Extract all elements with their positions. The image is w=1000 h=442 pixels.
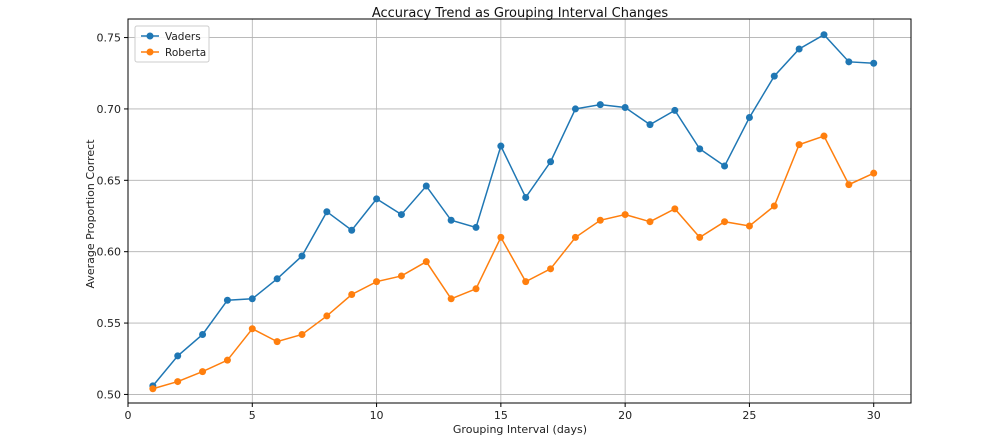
data-point-roberta [820,132,828,140]
y-tick-label: 0.55 [97,317,122,330]
data-point-roberta [721,218,729,226]
chart-title: Accuracy Trend as Grouping Interval Chan… [372,6,669,21]
y-tick-label: 0.50 [97,388,122,401]
y-tick-label: 0.75 [97,32,122,45]
x-tick-label: 10 [370,409,384,422]
data-point-vaders [696,145,704,153]
data-point-vaders [745,113,753,121]
x-tick-label: 30 [867,409,881,422]
y-tick-label: 0.60 [97,246,122,259]
data-point-roberta [273,338,281,346]
data-point-roberta [646,218,654,226]
series-line-roberta [152,135,875,390]
legend-box [134,25,210,63]
data-point-roberta [845,181,853,189]
data-point-vaders [671,106,679,114]
series-roberta [149,132,878,393]
data-point-roberta [596,216,604,224]
series-line-vaders [152,33,874,387]
data-point-roberta [373,278,381,286]
legend-marker-vaders [146,32,154,40]
data-point-vaders [596,101,604,109]
data-point-roberta [621,211,629,219]
y-tick-label: 0.70 [97,103,122,116]
data-point-roberta [348,291,356,299]
data-point-roberta [770,202,778,210]
axes: 0 5 10 15 20 25 30 0.50 0.55 0.60 0.65 0.70 0.75 [97,32,881,422]
data-point-roberta [745,222,753,230]
data-point-vaders [795,45,803,53]
data-point-vaders [621,104,629,112]
x-axis-label: Grouping Interval (days) [453,423,587,436]
y-tick-label: 0.65 [97,174,122,187]
data-point-vaders [248,295,256,303]
data-point-roberta [397,272,405,280]
legend-label-roberta: Roberta [165,47,206,59]
data-point-vaders [870,59,878,67]
x-tick-label: 0 [125,409,132,422]
data-point-vaders [397,211,405,219]
data-point-vaders [845,58,853,66]
data-point-roberta [472,285,480,293]
data-point-roberta [174,378,182,386]
data-point-roberta [248,325,256,333]
data-point-roberta [298,330,306,338]
data-point-roberta [571,233,579,241]
data-point-vaders [323,208,331,216]
x-tick-label: 25 [742,409,756,422]
data-point-roberta [870,169,878,177]
data-point-vaders [422,182,430,190]
data-point-vaders [373,195,381,203]
data-point-roberta [149,385,157,393]
data-point-vaders [721,162,729,170]
data-point-roberta [522,278,530,286]
series-vaders [149,31,878,390]
data-point-roberta [223,356,231,364]
data-point-vaders [497,142,505,150]
data-point-vaders [522,193,530,201]
data-point-roberta [671,205,679,213]
data-point-roberta [547,265,555,273]
data-point-vaders [770,72,778,80]
data-point-vaders [174,352,182,360]
grid [127,19,911,403]
data-point-vaders [472,223,480,231]
data-point-vaders [820,31,828,39]
plot-frame [127,18,912,404]
data-point-vaders [447,216,455,224]
x-tick-label: 20 [618,409,632,422]
legend-marker-roberta [146,48,154,56]
data-point-roberta [696,233,704,241]
data-point-vaders [571,105,579,113]
data-point-vaders [223,296,231,304]
data-point-roberta [447,295,455,303]
x-tick-label: 15 [494,409,508,422]
x-tick-label: 5 [249,409,256,422]
data-point-roberta [497,233,505,241]
data-point-roberta [199,368,207,376]
data-point-roberta [795,141,803,149]
data-point-vaders [547,158,555,166]
data-point-vaders [298,252,306,260]
legend-label-vaders: Vaders [165,31,201,43]
legend: Vaders Roberta [134,25,210,63]
data-point-roberta [323,312,331,320]
data-point-vaders [348,226,356,234]
y-axis-label: Average Proportion Correct [84,139,97,289]
series-layer [149,31,878,393]
data-point-vaders [273,275,281,283]
data-point-vaders [646,121,654,129]
data-point-roberta [422,258,430,266]
data-point-vaders [199,330,207,338]
